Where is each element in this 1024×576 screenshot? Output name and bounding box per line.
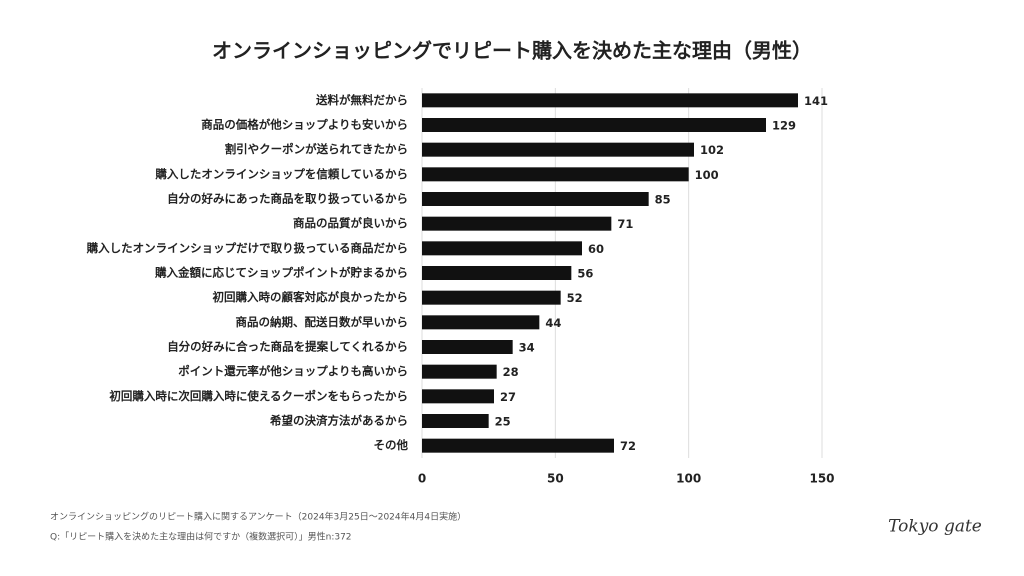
data-label: 85 bbox=[655, 193, 671, 207]
y-tick-label: 商品の価格が他ショップよりも安いから bbox=[201, 118, 408, 132]
y-tick-label: 初回購入時の顧客対応が良かったから bbox=[213, 290, 409, 304]
data-label: 56 bbox=[577, 267, 593, 281]
y-tick-label: 送料が無料だから bbox=[315, 93, 408, 107]
data-label: 28 bbox=[503, 365, 519, 379]
logo: Tokyo gate bbox=[888, 517, 982, 537]
bar bbox=[422, 315, 540, 330]
y-tick-label: ポイント還元率が他ショップよりも高いから bbox=[178, 364, 408, 378]
bar bbox=[422, 364, 497, 379]
y-tick-label: 割引やクーポンが送られてきたから bbox=[225, 142, 408, 156]
bar bbox=[422, 216, 612, 231]
data-label: 100 bbox=[695, 168, 719, 182]
x-tick-label: 50 bbox=[547, 472, 564, 486]
bar bbox=[422, 241, 582, 256]
y-tick-label: 希望の決済方法があるから bbox=[269, 414, 408, 428]
bar bbox=[422, 290, 561, 305]
bar bbox=[422, 389, 494, 404]
data-label: 102 bbox=[700, 143, 724, 157]
data-label: 52 bbox=[567, 291, 583, 305]
note: Q:「リピート購入を決めた主な理由は何ですか（複数選択可）」男性n:372 bbox=[50, 531, 352, 543]
bar bbox=[422, 438, 614, 453]
y-tick-label: その他 bbox=[374, 438, 409, 452]
bar bbox=[422, 266, 572, 280]
x-tick-label: 150 bbox=[809, 472, 834, 486]
data-label: 25 bbox=[495, 415, 511, 429]
y-tick-label: 購入したオンラインショップを信頼しているから bbox=[154, 167, 408, 181]
data-label: 60 bbox=[588, 242, 604, 256]
data-label: 34 bbox=[519, 341, 535, 355]
bar bbox=[422, 340, 513, 354]
x-tick-label: 100 bbox=[676, 472, 701, 486]
y-tick-label: 自分の好みに合った商品を提案してくれるから bbox=[167, 340, 408, 354]
y-tick-label: 購入金額に応じてショップポイントが貯まるから bbox=[154, 266, 408, 280]
note: オンラインショッピングのリピート購入に関するアンケート（2024年3月25日〜2… bbox=[50, 511, 466, 523]
data-label: 27 bbox=[500, 390, 516, 404]
bar bbox=[422, 167, 689, 182]
bar bbox=[422, 192, 649, 206]
y-tick-label: 商品の納期、配送日数が早いから bbox=[236, 315, 409, 329]
y-tick-label: 購入したオンラインショップだけで取り扱っている商品だから bbox=[86, 241, 408, 255]
bar bbox=[422, 118, 766, 132]
chart-title: オンラインショッピングでリピート購入を決めた主な理由（男性） bbox=[212, 39, 812, 63]
y-tick-label: 商品の品質が良いから bbox=[293, 216, 408, 230]
data-label: 71 bbox=[617, 217, 633, 231]
bar bbox=[422, 414, 489, 428]
y-tick-label: 自分の好みにあった商品を取り扱っているから bbox=[167, 192, 408, 206]
bar bbox=[422, 142, 694, 157]
data-label: 44 bbox=[545, 316, 561, 330]
bar bbox=[422, 93, 798, 108]
data-label: 72 bbox=[620, 439, 636, 453]
y-tick-label: 初回購入時に次回購入時に使えるクーポンをもらったから bbox=[109, 389, 408, 403]
data-label: 141 bbox=[804, 94, 828, 108]
data-label: 129 bbox=[772, 119, 796, 133]
x-tick-label: 0 bbox=[418, 472, 426, 486]
